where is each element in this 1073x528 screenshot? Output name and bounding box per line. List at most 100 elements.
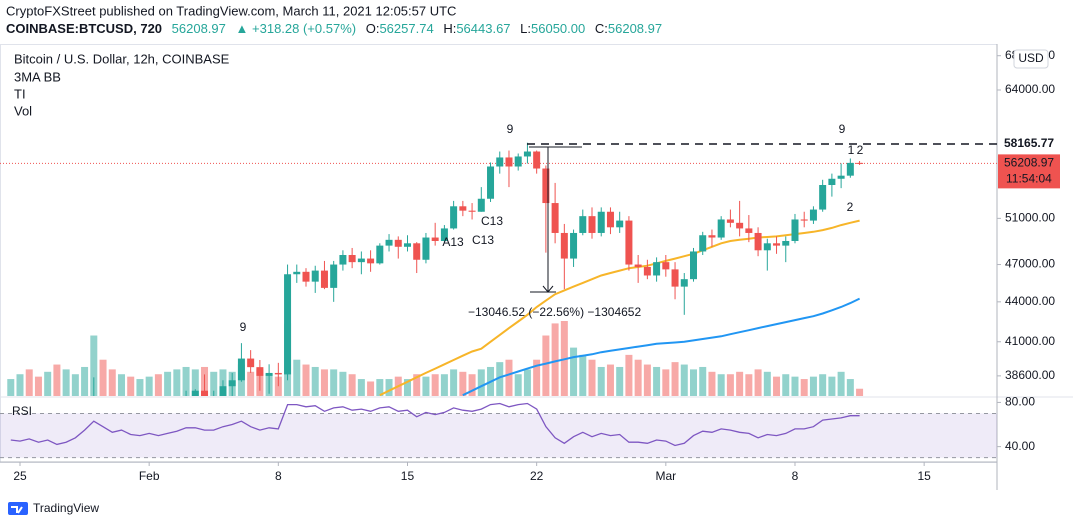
candle-body	[809, 209, 817, 221]
volume-bar	[653, 366, 661, 396]
volume-bar	[763, 371, 771, 396]
volume-bar	[606, 364, 614, 396]
h-label: H:	[443, 21, 456, 36]
volume-bar	[819, 374, 827, 396]
candle-body	[616, 220, 624, 228]
candle-body	[477, 198, 485, 212]
legend-indicator: 3MA BB	[14, 69, 61, 84]
td-label: 2	[847, 200, 854, 214]
candle-body	[671, 269, 679, 287]
volume-bar	[376, 379, 384, 396]
candle-body	[191, 390, 199, 396]
candle-body	[81, 459, 88, 489]
currency-label: USD	[1018, 51, 1044, 65]
candle-body	[570, 232, 578, 259]
volume-bar	[422, 376, 430, 396]
volume-bar	[597, 366, 605, 396]
last-price-label: 56208.97	[1004, 156, 1054, 170]
volume-bar	[662, 369, 670, 396]
td-label: C13	[472, 233, 494, 247]
candle-body	[505, 157, 513, 167]
volume-bar	[127, 376, 135, 396]
volume-bar	[81, 366, 89, 396]
x-tick-label: 8	[275, 469, 282, 483]
volume-bar	[717, 374, 725, 396]
published-line: CryptoFXStreet published on TradingView.…	[6, 3, 456, 18]
x-tick-label: 15	[917, 469, 931, 483]
volume-bar	[459, 371, 467, 396]
y-tick-label: 38600.00	[1005, 368, 1055, 382]
logo	[8, 502, 28, 515]
volume-bar	[247, 371, 255, 396]
candle-body	[736, 222, 744, 229]
legend-indicator: Vol	[14, 103, 32, 118]
volume-bar	[505, 359, 513, 396]
volume-bar	[782, 374, 790, 396]
x-tick-label: 25	[13, 469, 27, 483]
candle-body	[680, 279, 688, 287]
volume-bar	[7, 379, 15, 396]
measure-tool	[529, 146, 582, 293]
x-tick-label: 22	[530, 469, 544, 483]
candle-body	[708, 235, 716, 238]
candle-body	[726, 219, 734, 223]
candle-body	[606, 211, 614, 228]
countdown-label: 11:54:04	[1006, 172, 1052, 186]
volume-bar	[588, 359, 596, 396]
volume-bar	[62, 369, 70, 396]
volume-bar	[570, 347, 578, 396]
candle-body	[579, 216, 587, 233]
volume-bar	[726, 374, 734, 396]
volume-bar	[403, 379, 411, 396]
volume-bar	[164, 371, 172, 396]
last-price-tag	[998, 154, 1060, 189]
candle-body	[450, 206, 458, 229]
rsi-label: RSI	[12, 404, 32, 418]
volume-bar	[385, 379, 393, 396]
td-label: 2	[857, 143, 864, 157]
o-value: 56257.74	[379, 21, 433, 36]
volume-bar	[71, 374, 79, 396]
volume-bar	[173, 369, 181, 396]
candle-body	[201, 390, 209, 396]
volume-bar	[542, 335, 550, 396]
candle-body	[643, 266, 651, 276]
volume-bar	[320, 369, 328, 396]
candle-body	[468, 210, 476, 212]
symbol-line: COINBASE:BTCUSD, 720 56208.97 ▲ +318.28 …	[6, 21, 662, 36]
volume-bar	[450, 369, 458, 396]
level-label: 58165.77	[1004, 136, 1054, 150]
rsi-band	[0, 413, 997, 458]
y-tick-label: 64000.00	[1005, 82, 1055, 96]
volume-bar	[699, 366, 707, 396]
volume-bar	[514, 374, 522, 396]
volume-bar	[791, 376, 799, 396]
volume-bar	[348, 374, 356, 396]
candle-body	[284, 274, 292, 375]
td-label: A13	[442, 235, 464, 249]
candle-body	[35, 475, 42, 480]
volume-bar	[828, 376, 836, 396]
candle-body	[330, 264, 338, 288]
volume-bar	[293, 359, 301, 396]
candle-body	[367, 258, 375, 264]
measure-label: −13046.52 (−22.56%) −1304652	[468, 305, 641, 319]
volume-bar	[210, 371, 218, 396]
volume-bar	[579, 354, 587, 396]
volume-bar	[708, 371, 716, 396]
candle-body	[856, 162, 864, 164]
o-label: O:	[366, 21, 380, 36]
candle-body	[542, 168, 550, 204]
volume-bar	[625, 354, 633, 396]
candle-body	[588, 216, 596, 233]
volume-bar	[34, 376, 42, 396]
candle-body	[819, 185, 827, 210]
x-tick-label: 8	[792, 469, 799, 483]
candle-body	[26, 468, 33, 475]
rsi-y-tick-label: 80.00	[1005, 395, 1035, 409]
td-label: 9	[507, 122, 514, 136]
candle-body	[394, 239, 402, 247]
volume-bar	[330, 369, 338, 396]
volume-bar	[671, 362, 679, 396]
last: 56208.97	[172, 21, 226, 36]
